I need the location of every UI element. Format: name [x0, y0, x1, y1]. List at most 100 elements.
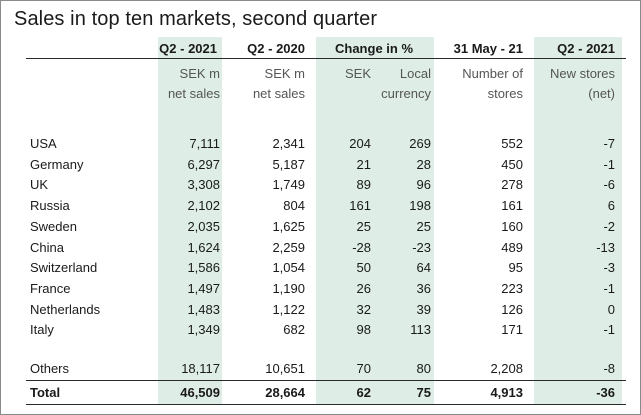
table-row-sek: -28 [352, 240, 371, 255]
band-new-stores [534, 37, 622, 405]
total-rule-bottom [26, 404, 626, 405]
table-row-q2-2020: 804 [283, 198, 305, 213]
table-row-q2-2020: 1,749 [272, 177, 305, 192]
header-rule [26, 58, 626, 59]
subheader-col4-b: currency [381, 86, 431, 101]
table-row-sek: 21 [356, 157, 371, 172]
table-row-country: USA [30, 136, 57, 151]
others-row-stores: 2,208 [490, 361, 523, 376]
band-q2-2021 [158, 37, 222, 405]
table-row-q2-2020: 1,190 [272, 281, 305, 296]
band-change [316, 37, 434, 405]
table-row-local: -23 [412, 240, 431, 255]
table-row-q2-2020: 1,122 [272, 302, 305, 317]
table-row-new: 6 [607, 198, 615, 213]
table-row-q2-2020: 2,259 [272, 240, 305, 255]
table-row-q2-2021: 3,308 [187, 177, 220, 192]
others-row-local: 80 [416, 361, 431, 376]
table-row-stores: 450 [501, 157, 523, 172]
header-31-may: 31 May - 21 [453, 41, 523, 56]
others-row-new: -8 [603, 361, 615, 376]
table-row-local: 36 [416, 281, 431, 296]
subheader-col2-b: net sales [252, 86, 305, 101]
total-rule-top [26, 380, 626, 381]
others-row-q2-2021: 18,117 [181, 361, 220, 376]
total-row-country: Total [30, 385, 61, 400]
table-row-country: Italy [30, 322, 54, 337]
table-row-q2-2020: 2,341 [272, 136, 305, 151]
table-row-local: 28 [416, 157, 431, 172]
table-row-new: 0 [607, 302, 615, 317]
total-row-stores: 4,913 [490, 385, 523, 400]
subheader-col1-b: net sales [167, 86, 220, 101]
total-row-sek: 62 [356, 385, 371, 400]
table-row-q2-2021: 2,035 [187, 219, 220, 234]
table-row-country: Germany [30, 157, 84, 172]
table-row-local: 113 [410, 322, 431, 337]
table-row-sek: 26 [356, 281, 371, 296]
table-row-q2-2020: 1,625 [272, 219, 305, 234]
total-row-q2-2020: 28,664 [265, 385, 305, 400]
table-row-new: -1 [603, 157, 615, 172]
table-row-country: Netherlands [30, 302, 101, 317]
table-row-stores: 489 [501, 240, 523, 255]
table-row-q2-2021: 2,102 [187, 198, 220, 213]
table-row-stores: 160 [501, 219, 523, 234]
table-row-q2-2021: 7,111 [189, 136, 220, 151]
others-row-q2-2020: 10,651 [265, 361, 305, 376]
table-row-q2-2021: 1,586 [187, 260, 220, 275]
table-row-new: -1 [603, 322, 615, 337]
table-row-country: Russia [30, 198, 70, 213]
table-row-q2-2021: 1,349 [187, 322, 220, 337]
table-row-sek: 32 [356, 302, 371, 317]
subheader-col6-a: New stores [549, 66, 615, 81]
table-row-stores: 161 [501, 198, 523, 213]
subheader-col3-a: SEK [344, 66, 371, 81]
table-row-sek: 161 [349, 198, 371, 213]
others-row-country: Others [30, 361, 70, 376]
table-row-new: -13 [596, 240, 615, 255]
table-row-q2-2021: 6,297 [187, 157, 220, 172]
table-row-local: 96 [416, 177, 431, 192]
table-row-country: Switzerland [30, 260, 98, 275]
table-row-new: -1 [603, 281, 615, 296]
table-row-q2-2021: 1,497 [187, 281, 220, 296]
table-row-local: 269 [409, 136, 431, 151]
table-row-new: -7 [603, 136, 615, 151]
table-title: Sales in top ten markets, second quarter [14, 8, 378, 30]
table-row-q2-2020: 5,187 [272, 157, 305, 172]
table-row-country: France [30, 281, 71, 296]
table-row-stores: 552 [501, 136, 523, 151]
subheader-col5-b: stores [487, 86, 523, 101]
table-row-stores: 171 [501, 322, 523, 337]
table-row-stores: 278 [501, 177, 523, 192]
table-row-new: -2 [603, 219, 615, 234]
table-row-sek: 25 [356, 219, 371, 234]
subheader-col1-a: SEK m [179, 66, 220, 81]
others-row-sek: 70 [356, 361, 371, 376]
table-row-q2-2020: 682 [283, 322, 305, 337]
header-q2-2021: Q2 - 2021 [159, 41, 217, 56]
total-row-local: 75 [416, 385, 431, 400]
header-q2-2020: Q2 - 2020 [247, 41, 305, 56]
subheader-col6-b: (net) [588, 86, 615, 101]
total-row-q2-2021: 46,509 [180, 385, 220, 400]
subheader-col5-a: Number of [462, 66, 523, 81]
table-row-stores: 126 [501, 302, 523, 317]
header-new-stores-period: Q2 - 2021 [557, 41, 615, 56]
table-row-stores: 223 [501, 281, 523, 296]
table-row-sek: 204 [349, 136, 371, 151]
table-row-q2-2021: 1,483 [187, 302, 220, 317]
table-row-local: 25 [416, 219, 431, 234]
table-row-new: -3 [603, 260, 615, 275]
table-row-q2-2021: 1,624 [187, 240, 220, 255]
subheader-col4-a: Local [399, 66, 431, 81]
table-row-local: 39 [416, 302, 431, 317]
table-row-new: -6 [603, 177, 615, 192]
table-row-sek: 89 [356, 177, 371, 192]
table-row-country: UK [30, 177, 49, 192]
table-row-q2-2020: 1,054 [272, 260, 305, 275]
table-row-stores: 95 [508, 260, 523, 275]
subheader-col2-a: SEK m [264, 66, 305, 81]
table-row-local: 198 [409, 198, 431, 213]
